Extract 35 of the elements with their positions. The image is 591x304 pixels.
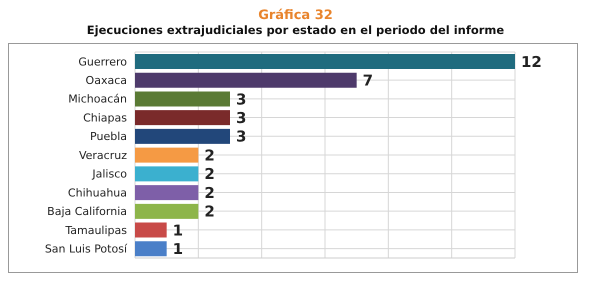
y-tick-label: Baja California [47,205,127,218]
data-label: 2 [204,146,215,164]
y-tick-label: Puebla [90,130,127,144]
chart-subtitle: Ejecuciones extrajudiciales por estado en el periodo del informe [86,23,506,37]
y-tick-label: Oaxaca [86,74,127,87]
bar [135,72,357,88]
y-tick-label: Michoacán [68,92,128,106]
y-tick-label: Chihuahua [68,186,127,200]
data-label: 12 [521,52,542,71]
data-label: 2 [204,165,215,184]
bar [135,241,167,256]
bar [135,185,198,200]
bar [135,110,230,126]
data-label: 1 [172,221,184,240]
y-tick-label: San Luis Potosí [44,242,128,256]
chart-title: Gráfica 32 [257,8,334,23]
bar [135,204,198,219]
data-label: 2 [204,184,215,202]
y-tick-label: Veracruz [78,148,128,162]
data-label: 3 [236,90,246,108]
bar [135,54,515,69]
bar [135,128,230,144]
data-label: 1 [172,240,184,258]
y-tick-label: Jalisco [91,168,128,181]
y-tick-label: Tamaulipas [64,224,128,237]
data-label: 2 [204,202,215,221]
bar [135,166,198,182]
data-label: 3 [236,109,246,128]
data-label: 3 [236,128,246,146]
bar [135,91,230,106]
bar [135,222,167,238]
data-label: 7 [362,72,374,90]
y-tick-label: Chiapas [83,111,128,124]
bar [135,148,198,163]
y-tick-label: Guerrero [78,55,128,68]
